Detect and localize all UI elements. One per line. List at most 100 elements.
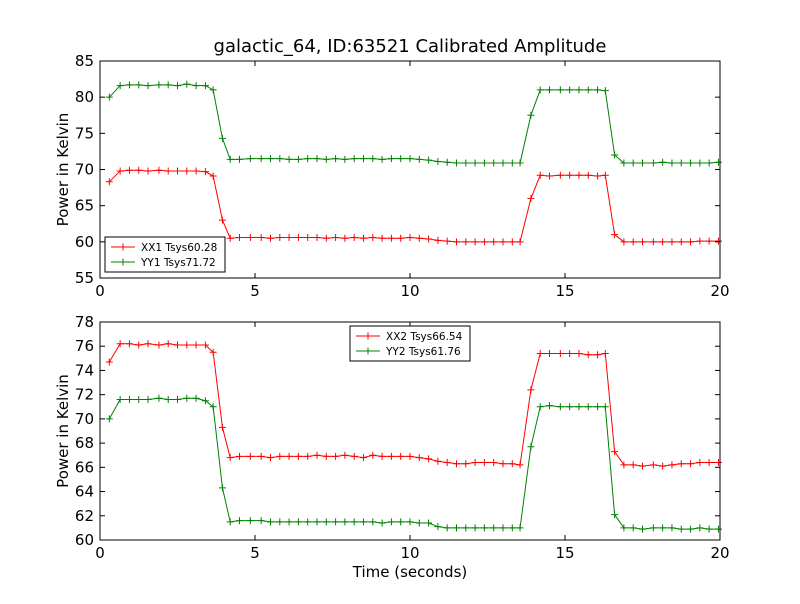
data-point: [406, 233, 414, 241]
data-point: [508, 159, 516, 167]
data-point: [490, 524, 498, 532]
data-point: [313, 233, 321, 241]
data-point: [620, 461, 628, 469]
data-point: [659, 462, 667, 470]
data-point: [360, 518, 367, 526]
data-point: [276, 518, 284, 526]
data-point: [527, 111, 535, 119]
data-point: [556, 171, 564, 179]
data-point: [304, 452, 312, 460]
data-point: [105, 178, 113, 186]
data-point: [677, 525, 685, 533]
data-point: [236, 452, 243, 460]
data-point: [246, 233, 254, 241]
data-point: [546, 172, 553, 180]
data-point: [499, 159, 507, 167]
series-line: [108, 83, 719, 164]
data-point: [387, 155, 395, 163]
data-point: [659, 238, 667, 246]
data-point: [575, 349, 583, 357]
data-point: [601, 349, 609, 357]
data-point: [566, 349, 574, 357]
data-point: [332, 452, 340, 460]
data-point: [696, 524, 704, 532]
data-point: [611, 448, 619, 456]
data-point: [714, 158, 722, 166]
data-point: [453, 238, 460, 246]
data-point: [397, 452, 405, 460]
data-point: [192, 394, 200, 402]
data-point: [218, 423, 226, 431]
data-point: [192, 341, 200, 349]
y-tick-label: 78: [75, 313, 94, 331]
data-point: [135, 396, 143, 404]
data-point: [425, 156, 433, 164]
data-point: [322, 234, 330, 242]
data-point: [105, 93, 113, 101]
data-point: [285, 452, 293, 460]
legend-label: XX1 Tsys60.28: [141, 242, 217, 254]
data-point: [406, 452, 414, 460]
data-point: [584, 86, 592, 94]
data-point: [536, 171, 544, 179]
data-point: [369, 233, 377, 241]
data-point: [246, 517, 254, 525]
data-point: [584, 403, 592, 411]
series-line: [108, 397, 719, 530]
data-point: [360, 454, 367, 462]
data-point: [705, 525, 713, 533]
y-tick-label: 70: [75, 410, 94, 428]
data-point: [294, 452, 302, 460]
data-point: [714, 458, 722, 466]
data-point: [267, 155, 274, 163]
data-point: [322, 452, 330, 460]
data-point: [267, 234, 274, 242]
data-point: [116, 82, 124, 90]
data-point: [332, 518, 340, 526]
data-point: [226, 454, 234, 462]
top-plot-panel: 0 5 10 15 20 55 60 65 70 75 80 85 Power in Kelvin XX1…: [54, 52, 730, 300]
x-tick-label: 10: [400, 544, 419, 562]
y-tick-label: 65: [75, 197, 94, 215]
data-point: [285, 155, 293, 163]
data-point: [462, 238, 470, 246]
data-point: [294, 233, 302, 241]
data-point: [480, 524, 488, 532]
data-point: [360, 234, 367, 242]
data-point: [649, 461, 657, 469]
data-point: [425, 519, 433, 527]
data-point: [397, 155, 405, 163]
data-point: [575, 403, 583, 411]
data-point: [425, 455, 433, 463]
series-2-group: [105, 394, 722, 533]
y-tick-label: 85: [75, 52, 94, 70]
data-point: [246, 155, 254, 163]
data-point: [601, 171, 609, 179]
data-point: [415, 454, 423, 462]
data-point: [516, 238, 524, 246]
data-point: [611, 231, 619, 239]
data-point: [236, 517, 243, 525]
data-point: [480, 238, 488, 246]
data-point: [322, 155, 330, 163]
data-point: [387, 518, 395, 526]
data-point: [594, 86, 602, 94]
data-point: [304, 233, 312, 241]
data-point: [125, 396, 133, 404]
x-tick-label: 10: [400, 282, 419, 300]
data-point: [639, 462, 646, 470]
data-point: [313, 518, 321, 526]
data-point: [201, 341, 209, 349]
y-axis-label: Power in Kelvin: [54, 374, 72, 488]
data-point: [629, 238, 637, 246]
data-point: [226, 518, 234, 526]
data-point: [209, 403, 217, 411]
data-point: [546, 402, 553, 410]
data-point: [304, 155, 312, 163]
data-point: [508, 460, 516, 468]
data-point: [536, 403, 544, 411]
data-point: [471, 524, 479, 532]
data-point: [696, 458, 704, 466]
data-point: [105, 358, 113, 366]
